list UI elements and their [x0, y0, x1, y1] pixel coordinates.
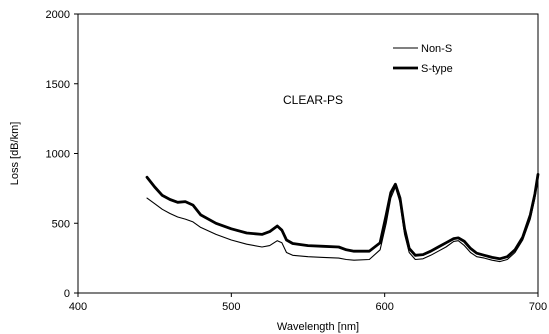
y-tick-label: 1500 — [46, 79, 70, 91]
series-layer — [145, 173, 540, 263]
legend-label-s-type: S-type — [421, 63, 453, 75]
x-tick-label: 500 — [222, 301, 240, 313]
y-tick-label: 500 — [52, 218, 70, 230]
legend-label-non-s: Non-S — [421, 43, 452, 55]
series-line-s-type — [145, 173, 540, 261]
axis-ticks: 400 500 600 700 0 500 1000 1500 2000 — [46, 9, 548, 313]
y-tick-label: 0 — [64, 288, 70, 300]
y-tick-label: 1000 — [46, 149, 70, 161]
x-tick-label: 400 — [69, 301, 87, 313]
chart-annotation: CLEAR-PS — [283, 93, 343, 107]
series-line-non-s — [146, 176, 539, 263]
y-tick-label: 2000 — [46, 9, 70, 21]
legend: Non-S S-type — [393, 43, 453, 75]
x-tick-label: 700 — [529, 301, 547, 313]
x-tick-label: 600 — [375, 301, 393, 313]
y-axis-label: Loss [dB/km] — [9, 122, 21, 186]
x-axis-label: Wavelength [nm] — [277, 321, 359, 333]
